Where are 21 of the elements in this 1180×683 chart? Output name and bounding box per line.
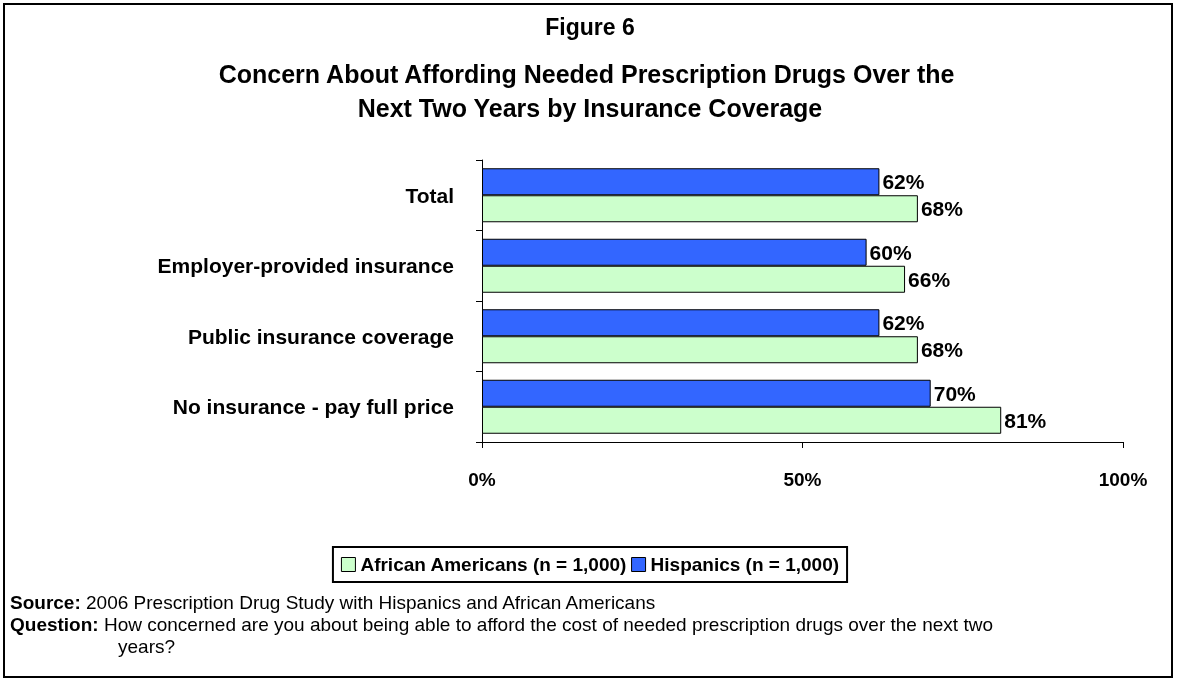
y-tick-label: Public insurance coverage: [187, 324, 454, 348]
data-label: 68%: [920, 197, 964, 221]
data-label: 62%: [882, 170, 925, 194]
data-label: 66%: [908, 267, 951, 291]
source-note: Source: 2006 Prescription Drug Study with Hispanics and African Americans: [10, 592, 657, 614]
y-tick-label: Employer-provided insurance: [157, 254, 454, 278]
y-tick-label: Total: [405, 183, 454, 207]
y-tick-label: No insurance - pay full price: [172, 395, 454, 419]
legend-label: Hispanics (n = 1,000): [650, 554, 840, 575]
data-label: 81%: [1004, 408, 1047, 432]
x-tick-label: 0%: [468, 469, 496, 490]
text: Question: How concerned are you about being able to afford the cost of needed prescription drugs over the next two years?: [10, 614, 994, 658]
data-label: 70%: [933, 381, 977, 405]
data-label: 68%: [920, 338, 964, 362]
data-label: 62%: [882, 311, 925, 335]
chart-title: Figure 6: [545, 13, 635, 40]
x-tick-label: 50%: [783, 469, 822, 490]
chart-subtitle: Concern About Affording Needed Prescription Drugs Over the Next Two Years by Insurance Coverage: [218, 60, 962, 122]
data-label: 60%: [869, 240, 912, 264]
x-tick-label: 100%: [1098, 469, 1148, 490]
legend-label: African Americans (n = 1,000): [360, 554, 627, 575]
